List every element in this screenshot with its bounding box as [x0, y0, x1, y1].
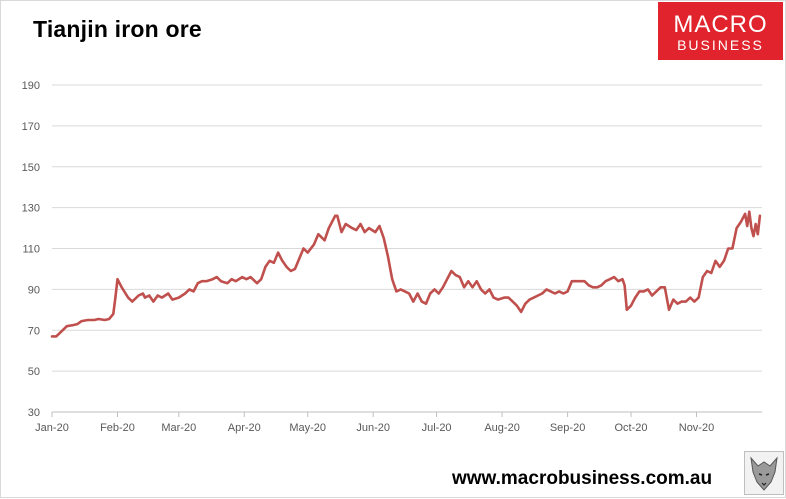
series-layer — [50, 210, 762, 338]
y-tick-label: 50 — [28, 366, 40, 378]
x-tick-label: Jan-20 — [35, 422, 69, 434]
y-tick-label: 130 — [22, 203, 40, 215]
x-tick-label: Mar-20 — [161, 422, 196, 434]
x-tick-label: May-20 — [289, 422, 326, 434]
y-tick-label: 70 — [28, 325, 40, 337]
macrobusiness-logo: MACRO BUSINESS — [658, 2, 783, 60]
chart-title: Tianjin iron ore — [33, 16, 202, 42]
x-tick-label: Sep-20 — [550, 422, 585, 434]
logo-line-macro: MACRO — [673, 11, 768, 38]
y-tick-label: 30 — [28, 407, 40, 419]
series-line — [50, 210, 762, 338]
logo-line-business: BUSINESS — [677, 37, 764, 53]
gridlines — [52, 84, 762, 413]
y-tick-label: 190 — [22, 80, 40, 92]
y-axis-ticks: 30 50 70 90 110 130 150 170 190 — [22, 80, 40, 419]
x-axis-ticks: Jan-20 Feb-20 Mar-20 Apr-20 May-20 Jun-20 Jul-… — [35, 412, 714, 434]
x-tick-label: Jun-20 — [356, 422, 390, 434]
wolf-logo-icon — [744, 451, 784, 495]
footer-website-url[interactable]: www.macrobusiness.com.au — [452, 468, 713, 489]
y-tick-label: 150 — [22, 162, 40, 174]
x-tick-label: Oct-20 — [614, 422, 647, 434]
x-tick-label: Feb-20 — [100, 422, 135, 434]
x-tick-label: Nov-20 — [679, 422, 714, 434]
y-tick-label: 90 — [28, 284, 40, 296]
y-tick-label: 110 — [22, 244, 40, 256]
x-tick-label: Apr-20 — [228, 422, 261, 434]
y-tick-label: 170 — [22, 121, 40, 133]
x-tick-label: Aug-20 — [484, 422, 519, 434]
x-tick-label: Jul-20 — [422, 422, 452, 434]
